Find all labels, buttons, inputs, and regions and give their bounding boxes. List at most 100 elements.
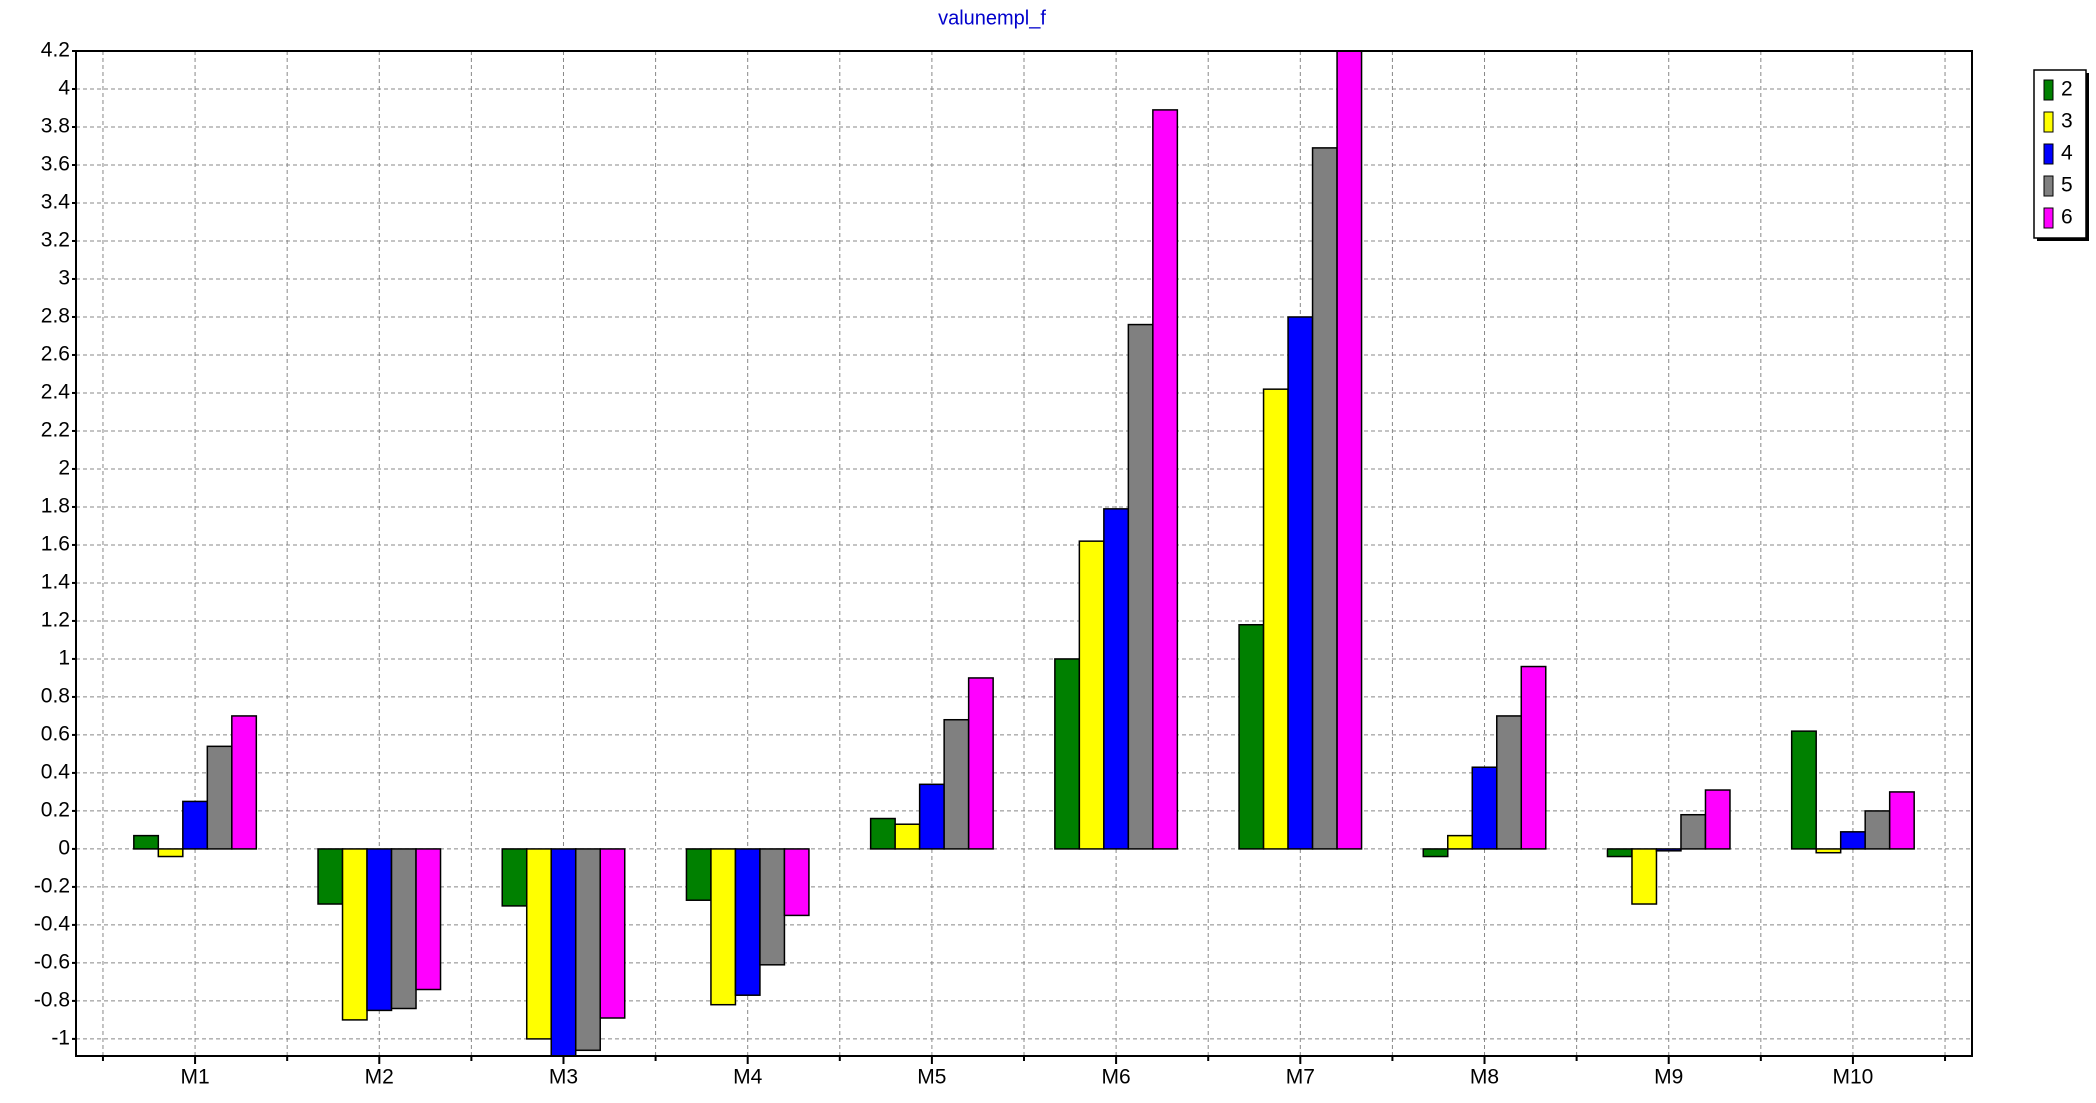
bar [182,800,209,850]
bar [894,823,921,850]
y-tick-label: 3 [58,267,70,290]
bar [967,677,994,850]
legend-label: 2 [2061,78,2073,101]
bar [710,848,737,1006]
y-tick-label: -0.6 [34,950,70,973]
y-tick-label: 2.6 [41,343,70,366]
y-tick-label: 1.2 [41,608,70,631]
bar [869,817,896,850]
y-tick-label: 1.6 [41,532,70,555]
bar [1422,848,1449,858]
bar [1631,848,1658,905]
y-tick-label: 0.6 [41,722,70,745]
bar [157,848,184,858]
bar [341,848,368,1021]
bar [574,848,601,1052]
bar [1606,848,1633,858]
y-tick-label: 3.4 [41,191,71,214]
x-tick-label: M5 [917,1066,946,1089]
bar [759,848,786,966]
bar [1864,810,1891,850]
bar [1238,623,1265,850]
legend-label: 4 [2061,142,2073,165]
y-tick-label: -0.8 [34,988,70,1011]
y-tick-label: 0.4 [41,760,71,783]
bar [943,718,970,850]
legend-swatch [2043,175,2054,197]
bar [1127,323,1154,850]
x-tick-label: M2 [365,1066,394,1089]
y-tick-label: -0.4 [34,912,71,935]
bar [599,848,626,1019]
bar [231,715,258,850]
bar [1704,789,1731,850]
y-tick-label: 3.6 [41,153,70,176]
x-tick-label: M9 [1654,1066,1683,1089]
legend-swatch [2043,207,2054,229]
y-tick-label: 1.8 [41,495,70,518]
y-tick-label: 4.2 [41,39,70,62]
bar [1311,147,1338,850]
bar [317,848,344,905]
x-tick-label: M10 [1833,1066,1874,1089]
bar [1054,658,1081,850]
bars [133,51,1915,1056]
bar [1287,316,1314,850]
bar [1262,388,1289,850]
x-tick-label: M6 [1102,1066,1131,1089]
bar [1839,831,1866,850]
bar [783,848,810,917]
y-tick-label: 1 [58,646,70,669]
bar [685,848,712,901]
bar [1815,848,1842,854]
plot-frame [75,50,1973,1057]
legend-swatch [2043,111,2054,133]
y-tick-label: 0 [58,836,70,859]
bar [390,848,417,1010]
bar [501,848,528,907]
chart-title: valunempl_f [938,7,1046,29]
bar [206,745,233,850]
y-tick-label: 3.2 [41,229,70,252]
bar [1078,540,1105,850]
y-tick-label: 0.2 [41,798,70,821]
bar [734,848,761,996]
x-tick-label: M1 [180,1066,209,1089]
bar [1103,508,1130,850]
bar [1471,766,1498,850]
legend-swatch [2043,143,2054,165]
y-tick-label: 0.8 [41,684,70,707]
legend-label: 5 [2061,174,2073,197]
bar [1496,715,1523,850]
y-tick-label: -0.2 [34,874,70,897]
bar [1888,791,1915,850]
bar [550,848,577,1056]
legend: 2 3 4 5 6 [2033,69,2089,241]
bar [1790,730,1817,850]
bar [133,834,160,850]
bar [1655,848,1682,852]
bar [415,848,442,991]
x-tick-label: M3 [549,1066,578,1089]
bar [366,848,393,1012]
y-tick-label: 2.4 [41,381,71,404]
y-tick-label: 1.4 [41,570,71,593]
legend-label: 3 [2061,110,2073,133]
y-tick-label: 3.8 [41,115,70,138]
y-tick-label: 2.2 [41,419,70,442]
legend-box [2033,69,2087,239]
x-tick-label: M4 [733,1066,762,1089]
legend-label: 6 [2061,206,2073,229]
y-tick-label: -1 [51,1026,70,1049]
y-tick-label: 2 [58,457,70,480]
legend-swatch [2043,79,2054,101]
x-tick-label: M8 [1470,1066,1499,1089]
y-tick-label: 4 [58,77,70,100]
x-tick-label: M7 [1286,1066,1315,1089]
y-tick-label: 2.8 [41,305,70,328]
bar [1520,665,1547,850]
bar [1336,51,1363,850]
bar [1680,813,1707,850]
bar [525,848,552,1040]
bar [1152,109,1179,850]
